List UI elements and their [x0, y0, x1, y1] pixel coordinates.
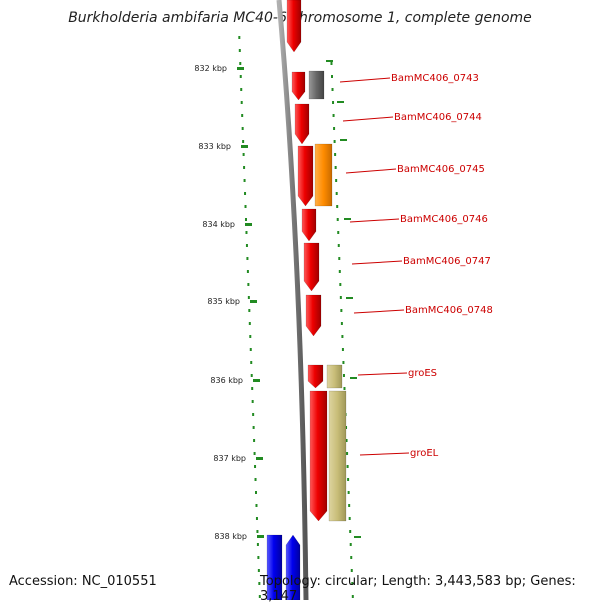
tick-label: 832 kbp	[194, 64, 227, 73]
gene-arrow	[285, 534, 301, 600]
gene-labels: BamMC406_0743 BamMC406_0744 BamMC406_0745 B…	[339, 73, 493, 459]
gene-arrow	[326, 364, 343, 389]
tick-label: 836 kbp	[210, 376, 243, 385]
gene-arrow	[286, 0, 302, 53]
tick-mark	[250, 300, 257, 303]
tick-label: 834 kbp	[202, 220, 235, 229]
tick-label: 837 kbp	[213, 454, 246, 463]
gene-label: BamMC406_0743	[391, 73, 479, 84]
chromosome-backbone	[276, 0, 309, 600]
leader-line	[339, 77, 391, 83]
gene-arrow	[314, 143, 333, 207]
gene-label: groES	[408, 368, 437, 379]
leader-line	[345, 168, 397, 174]
gene-arrow	[307, 364, 324, 389]
leader-line	[353, 309, 405, 314]
tick-mark	[253, 379, 260, 382]
gene-arrow	[305, 294, 322, 337]
gene-arrow	[303, 242, 320, 292]
gene-label: BamMC406_0745	[397, 164, 485, 175]
tick-label: 835 kbp	[207, 297, 240, 306]
accession-text: Accession: NC_010551	[9, 574, 157, 589]
gene-label: BamMC406_0747	[403, 256, 491, 267]
tick-mark	[256, 457, 263, 460]
tick-dots	[238, 36, 354, 598]
gene-label: BamMC406_0746	[400, 214, 488, 225]
gene-arrow	[266, 534, 283, 600]
leader-line	[349, 218, 400, 223]
tick-mark	[237, 67, 244, 70]
gene-arrow	[328, 390, 347, 522]
tick-mark	[257, 535, 264, 538]
gene-arrow	[291, 71, 306, 101]
tick-marks: 832 kbp 833 kbp 834 kbp 835 kbp 836 kbp 837 k…	[194, 60, 361, 541]
gene-arrow	[308, 70, 325, 100]
gene-label: groEL	[410, 448, 439, 459]
gene-label: BamMC406_0748	[405, 305, 493, 316]
tick-mark	[241, 145, 248, 148]
gene-arrows	[266, 0, 347, 600]
tick-mark	[245, 223, 252, 226]
leader-line	[351, 260, 403, 265]
gene-label: BamMC406_0744	[394, 112, 482, 123]
leader-line	[359, 452, 410, 456]
leader-line	[342, 116, 394, 122]
leader-line	[357, 372, 408, 376]
gene-arrow	[294, 103, 310, 145]
gene-arrow	[297, 145, 314, 207]
gene-arrow	[301, 208, 317, 242]
gene-arrow	[309, 390, 328, 522]
tick-label: 833 kbp	[198, 142, 231, 151]
tick-label: 838 kbp	[214, 532, 247, 541]
